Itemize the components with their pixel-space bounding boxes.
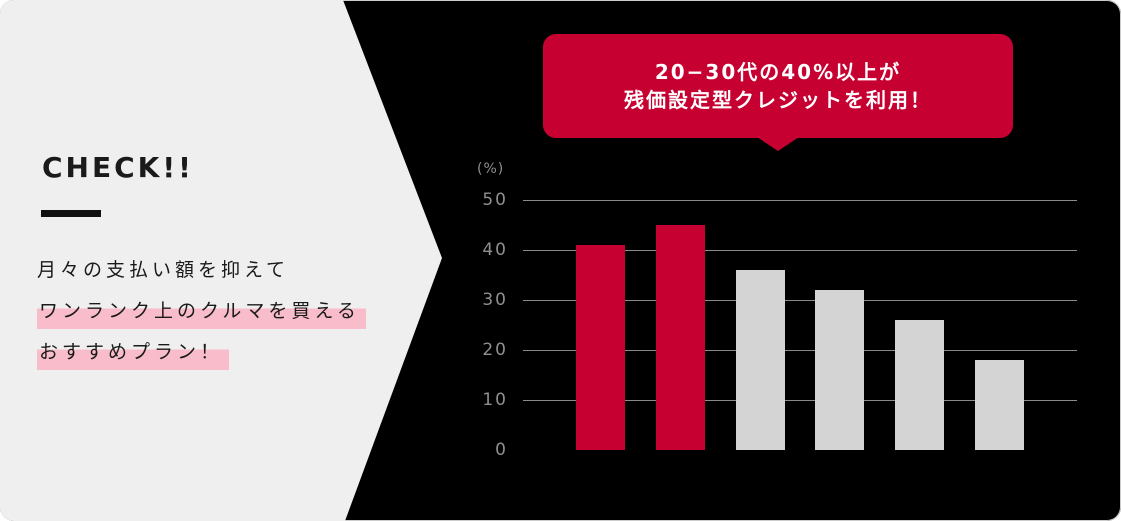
callout-line-2: 残価設定型クレジットを利用！ <box>624 88 932 112</box>
check-heading: CHECK!! <box>42 151 194 184</box>
y-tick-label-0: 0 <box>495 440 508 460</box>
desc-line-2-highlighted-text: ワンランク上のクルマを買える <box>37 296 366 329</box>
description-block: 月々の支払い額を抑えて ワンランク上のクルマを買える おすすめプラン！ <box>37 255 366 378</box>
y-tick-label-20: 20 <box>482 340 508 360</box>
callout-tail-pointer <box>757 137 799 151</box>
gridline-20 <box>523 350 1077 351</box>
gridline-40 <box>523 250 1077 251</box>
bar-1-value-41 <box>576 245 625 450</box>
bar-3-value-36 <box>736 270 785 450</box>
gridline-30 <box>523 300 1077 301</box>
callout-bubble: 20−30代の40%以上が 残価設定型クレジットを利用！ <box>543 34 1013 151</box>
callout-line-1: 20−30代の40%以上が <box>654 60 902 84</box>
desc-line-1-text: 月々の支払い額を抑えて <box>37 259 290 281</box>
heading-underline-rule <box>41 210 101 217</box>
left-arrow-panel: CHECK!! 月々の支払い額を抑えて ワンランク上のクルマを買える おすすめプ… <box>0 0 442 521</box>
desc-line-3: おすすめプラン！ <box>37 337 366 378</box>
bar-5-value-26 <box>895 320 944 450</box>
y-tick-label-30: 30 <box>482 290 508 310</box>
desc-line-3-highlighted-text: おすすめプラン！ <box>37 337 230 370</box>
bar-6-value-18 <box>975 360 1024 450</box>
y-axis-unit-label: (%) <box>477 161 505 177</box>
bar-4-value-32 <box>815 290 864 450</box>
bar-2-value-45 <box>656 225 705 450</box>
y-tick-label-50: 50 <box>482 190 508 210</box>
y-tick-label-40: 40 <box>482 240 508 260</box>
desc-line-2: ワンランク上のクルマを買える <box>37 296 366 337</box>
y-tick-label-10: 10 <box>482 390 508 410</box>
gridline-50 <box>523 200 1077 201</box>
gridline-10 <box>523 400 1077 401</box>
desc-line-1: 月々の支払い額を抑えて <box>37 255 366 296</box>
